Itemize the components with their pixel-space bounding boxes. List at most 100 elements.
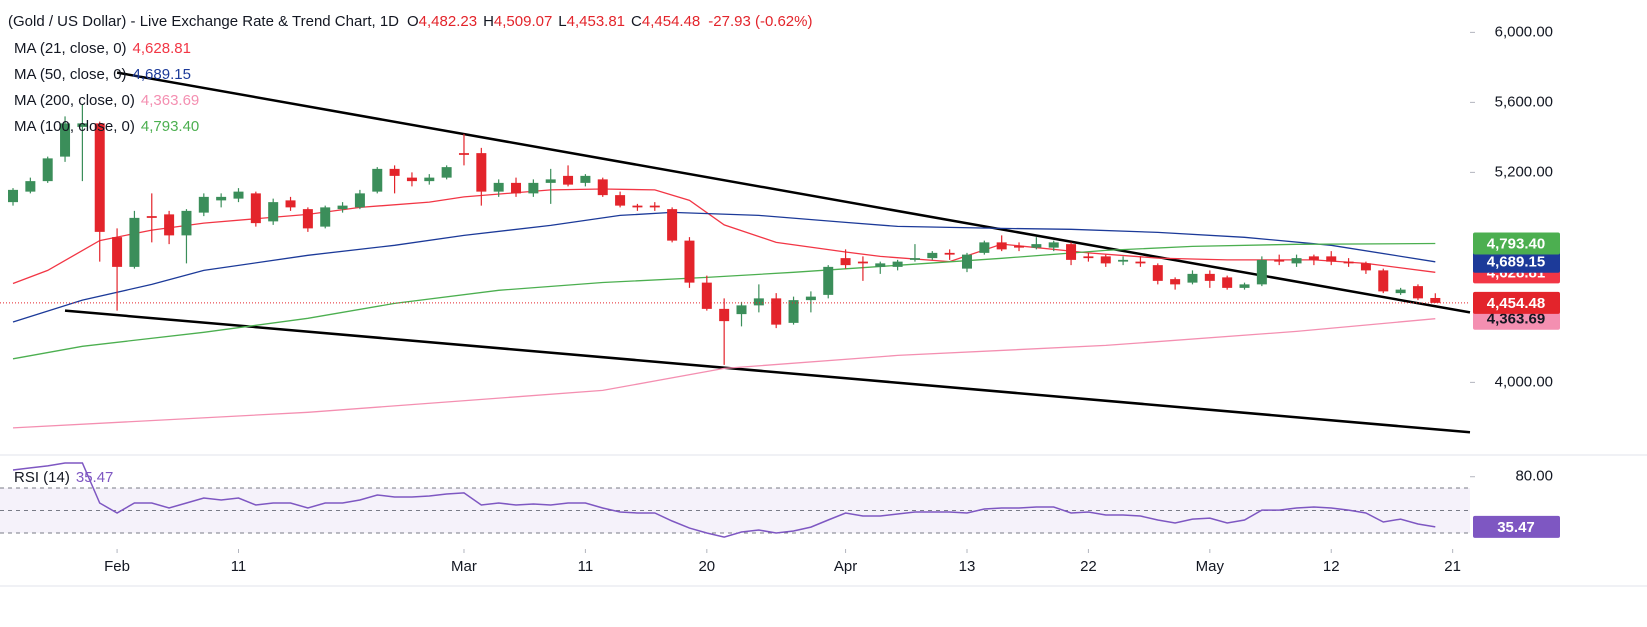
candle-body: [493, 182, 504, 192]
candle-body: [511, 182, 522, 194]
candle-body: [649, 205, 660, 208]
candle-body: [1360, 263, 1371, 271]
candle-body: [233, 191, 244, 199]
candle-body: [597, 179, 608, 196]
rsi-line: [12, 462, 1436, 538]
candle-body: [354, 193, 365, 208]
price-badge: [1473, 515, 1560, 538]
candle-body: [736, 305, 747, 315]
candle-body: [1170, 279, 1181, 285]
candle-body: [1083, 256, 1094, 259]
candle-body: [788, 300, 799, 323]
candle-body: [909, 258, 920, 260]
legend-name: MA (50, close, 0): [14, 66, 127, 83]
candle-body: [1135, 261, 1146, 264]
candle-body: [927, 252, 938, 259]
candle-body: [1118, 259, 1129, 262]
candle-body: [94, 123, 105, 232]
candle-body: [458, 153, 469, 155]
candle-body: [164, 214, 175, 236]
candle-body: [441, 167, 452, 178]
candle-body: [875, 263, 886, 267]
price-badge-label: 4,793.40: [1487, 235, 1545, 252]
y-tick-label: 4,000.00: [1495, 373, 1553, 390]
candle-body: [857, 261, 868, 264]
candle-body: [1066, 244, 1077, 260]
x-tick-label: 22: [1080, 558, 1097, 575]
candle-body: [1204, 273, 1215, 281]
legend-value: 4,363.69: [141, 92, 199, 109]
change-value: -27.93 (-0.62%): [708, 13, 812, 30]
ohlc-key: C: [631, 13, 642, 30]
legend-name: RSI (14): [14, 469, 70, 486]
ohlc-key: L: [558, 13, 566, 30]
x-tick-label: 20: [698, 558, 715, 575]
candle-body: [1031, 244, 1042, 248]
candle-body: [216, 196, 227, 201]
x-tick-label: 13: [959, 558, 976, 575]
x-tick-label: 11: [231, 558, 247, 575]
candle-body: [1222, 277, 1233, 288]
price-badge: [1473, 291, 1560, 314]
candle-body: [389, 168, 400, 176]
candle-body: [1326, 256, 1337, 262]
candle-body: [1291, 258, 1302, 264]
price-badge-label: 4,454.48: [1487, 295, 1545, 312]
candle-body: [1430, 297, 1441, 303]
candle-body: [1152, 265, 1163, 281]
ohlc-key: H: [483, 13, 494, 30]
ohlc-value: 4,454.48: [642, 13, 700, 30]
candle-body: [250, 193, 261, 224]
candle-body: [719, 308, 730, 322]
legend-entry: MA (200, close, 0) 4,363.69: [14, 92, 199, 109]
candle-body: [632, 205, 643, 208]
candle-body: [996, 242, 1007, 250]
candle-body: [1308, 256, 1319, 260]
ohlc-value: 4,482.23: [419, 13, 477, 30]
candle-body: [979, 242, 990, 253]
candle-body: [181, 210, 192, 236]
candle-body: [476, 153, 487, 192]
price-badge-label: 35.47: [1497, 519, 1535, 536]
candle-body: [337, 205, 348, 210]
price-badge: [1473, 250, 1560, 273]
legend-name: MA (100, close, 0): [14, 118, 135, 135]
candle-body: [684, 240, 695, 283]
candle-body: [1239, 284, 1250, 288]
candle-body: [1100, 256, 1111, 264]
legend-value: 35.47: [76, 469, 114, 486]
candle-body: [701, 282, 712, 309]
candle-body: [528, 182, 539, 194]
candle-body: [1187, 273, 1198, 283]
candle-body: [545, 179, 556, 183]
candle-body: [77, 123, 88, 127]
candle-body: [1378, 270, 1389, 292]
legend-entry: MA (100, close, 0) 4,793.40: [14, 118, 199, 135]
candle-body: [372, 168, 383, 192]
candle-body: [771, 298, 782, 325]
ohlc-key: O: [407, 13, 419, 30]
candle-body: [320, 207, 331, 227]
legend-value: 4,689.15: [133, 66, 191, 83]
price-badge: [1473, 232, 1560, 255]
candle-body: [667, 209, 678, 241]
x-tick-label: Mar: [451, 558, 477, 575]
price-badge-label: 4,689.15: [1487, 254, 1545, 271]
trendline: [116, 71, 1471, 314]
candle-body: [1048, 242, 1059, 248]
price-badge-label: 4,363.69: [1487, 311, 1545, 328]
legend-entry: MA (50, close, 0) 4,689.15: [14, 66, 191, 83]
moving-average-line: [12, 188, 1436, 285]
x-tick-label: 11: [578, 558, 594, 575]
moving-average-line: [12, 318, 1436, 429]
candle-body: [615, 195, 626, 206]
candle-body: [944, 252, 955, 255]
candle-body: [1014, 245, 1025, 248]
candle-body: [1412, 286, 1423, 299]
y-tick-label: 5,200.00: [1495, 163, 1553, 180]
candle-body: [285, 200, 296, 208]
candle-body: [129, 217, 140, 267]
candle-body: [302, 209, 313, 229]
candle-body: [892, 261, 903, 267]
